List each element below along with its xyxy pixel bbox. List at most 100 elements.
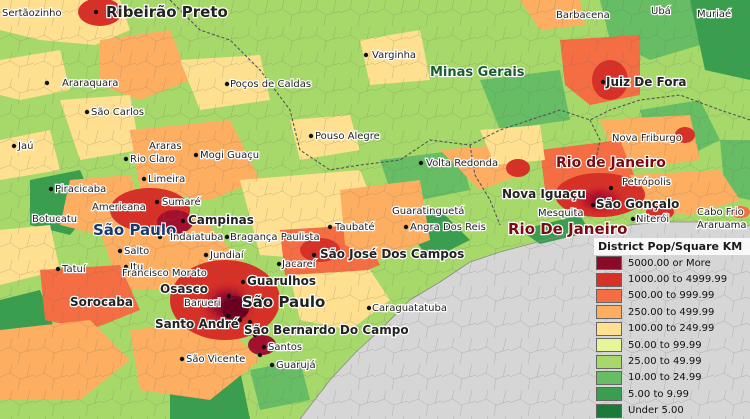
legend-label: 5000.00 or More (628, 257, 711, 269)
city-label: Americana (92, 202, 146, 213)
city-label: Botucatu (32, 214, 77, 225)
city-dot (154, 199, 160, 205)
city-label: Osasco (160, 282, 208, 296)
legend-label: 1000.00 to 4999.99 (628, 274, 728, 286)
legend-label: 50.00 to 99.99 (628, 339, 702, 351)
city-label: Mogi Guaçu (200, 150, 259, 161)
legend-label: 100.00 to 249.99 (628, 323, 715, 335)
city-dot (252, 332, 258, 338)
city-label: Jacareí (281, 258, 317, 270)
city-dot (403, 224, 409, 230)
legend-swatch (596, 305, 622, 320)
city-dot (226, 293, 232, 299)
legend-label: Under 5.00 (628, 405, 684, 417)
city-dot (549, 210, 555, 216)
city-label: Poços de Caldas (230, 79, 311, 90)
city-dot (224, 234, 230, 240)
legend-swatch (596, 387, 622, 402)
city-label: Bragança Paulista (230, 232, 320, 243)
city-label: Petrópolis (622, 176, 671, 188)
legend-item: 250.00 to 499.99 (596, 304, 750, 320)
legend-swatch (596, 338, 622, 353)
legend-label: 5.00 to 9.99 (628, 388, 689, 400)
legend-swatch (596, 403, 622, 418)
city-label: Santo André (155, 317, 239, 331)
city-dot (48, 186, 54, 192)
city-label: Araraquara (62, 78, 118, 89)
city-label: Varginha (372, 50, 416, 61)
city-dot (608, 185, 614, 191)
city-dot (84, 109, 90, 115)
city-label: Araruama (697, 220, 747, 231)
city-label: Mesquita (538, 208, 584, 219)
city-label: Campinas (188, 213, 254, 227)
state-label-minas-gerais: Minas Gerais (430, 65, 525, 80)
city-dot (261, 344, 267, 350)
city-label: Rio De Janeiro (508, 220, 627, 238)
legend-title: District Pop/Square KM (594, 238, 750, 255)
city-label: Sumaré (162, 196, 201, 208)
city-dot (600, 79, 606, 85)
legend-swatch (596, 370, 622, 385)
city-label: Niterói (636, 213, 669, 225)
legend-label: 500.00 to 999.99 (628, 290, 715, 302)
city-dot (203, 252, 209, 258)
city-label: Sorocaba (70, 295, 133, 309)
legend-item: 50.00 to 99.99 (596, 337, 750, 353)
city-label: Santos (268, 342, 302, 353)
city-label: São Paulo (242, 293, 325, 311)
legend-item: 5.00 to 9.99 (596, 386, 750, 402)
city-dot (630, 216, 636, 222)
legend-label: 250.00 to 499.99 (628, 306, 715, 318)
city-label: Sertãozinho (2, 8, 62, 19)
city-label: Indaiatuba (170, 232, 223, 243)
city-label: Angra Dos Reis (410, 222, 486, 233)
city-label: São Gonçalo (596, 197, 679, 211)
city-label: Limeira (148, 174, 185, 185)
city-label: Itu (130, 262, 143, 273)
city-dot (55, 266, 61, 272)
city-dot (269, 362, 275, 368)
city-dot (366, 305, 372, 311)
city-label: São Vicente (186, 354, 245, 365)
city-label: Guarujá (276, 359, 316, 371)
city-label: Salto (124, 246, 149, 257)
city-dot (123, 264, 129, 270)
city-label: Jaú (17, 140, 33, 152)
city-dot (224, 81, 230, 87)
legend-rows: 5000.00 or More 1000.00 to 4999.99 500.00 … (592, 255, 750, 419)
city-dot (247, 319, 253, 325)
legend-label: 25.00 to 49.99 (628, 356, 702, 368)
city-label: Piracicaba (55, 184, 106, 195)
city-label: Francisco Morato (122, 268, 207, 279)
city-label: Ubá (651, 5, 671, 17)
city-label: São Carlos (91, 107, 144, 118)
city-dot (44, 80, 50, 86)
city-label: Nova Iguaçu (502, 187, 586, 201)
city-dot (157, 234, 163, 240)
city-label: Pouso Alegre (315, 131, 380, 142)
city-dot (93, 9, 99, 15)
legend-swatch (596, 272, 622, 287)
state-label-sao-paulo: São Paulo (93, 221, 176, 239)
state-label-rio-de-janeiro: Rio de Janeiro (556, 155, 666, 171)
city-dot (276, 261, 282, 267)
legend-item: Under 5.00 (596, 403, 750, 419)
city-dot (237, 317, 243, 323)
legend-item: 5000.00 or More (596, 255, 750, 271)
state-borders (169, 0, 750, 226)
city-label: Taubaté (334, 221, 374, 233)
city-label: Guarulhos (247, 274, 316, 288)
legend-swatch (596, 288, 622, 303)
legend-item: 500.00 to 999.99 (596, 288, 750, 304)
city-dot (590, 202, 596, 208)
city-label: Barueri (184, 298, 220, 309)
city-dot (363, 52, 369, 58)
city-label: Caraguatatuba (372, 303, 447, 314)
city-label: Nova Friburgo (612, 133, 682, 144)
city-dot (11, 143, 17, 149)
map-legend: District Pop/Square KM 5000.00 or More 10… (592, 238, 750, 419)
